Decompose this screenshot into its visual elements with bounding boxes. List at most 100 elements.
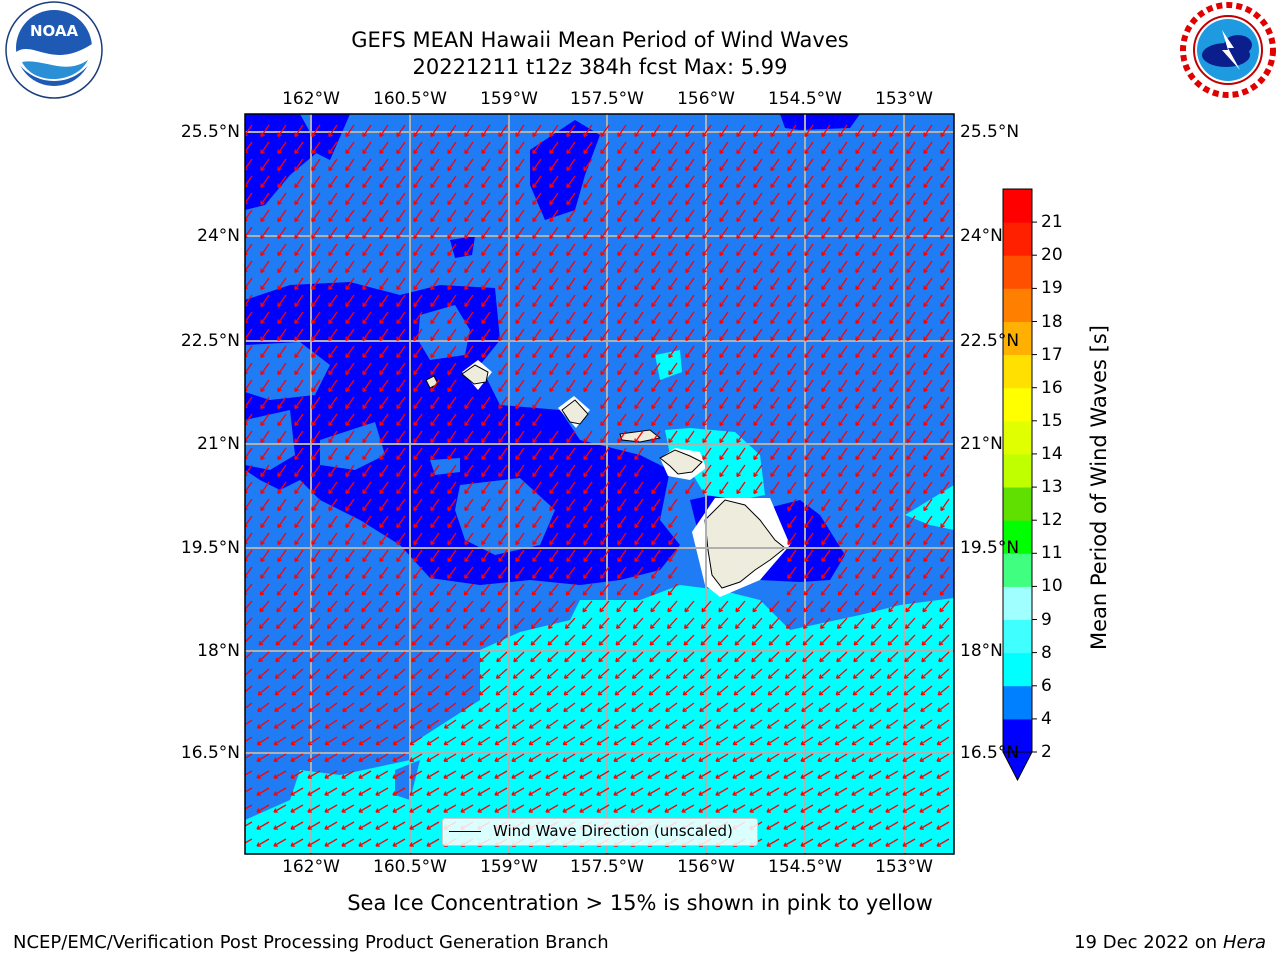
wave-direction-arrow [311,481,321,495]
wave-direction-arrow [549,192,559,206]
wave-direction-arrow [668,345,678,359]
wave-direction-arrow [885,736,899,746]
wave-direction-arrow [702,481,712,495]
wave-direction-arrow [481,175,491,189]
colorbar-tick-label: 18 [1041,311,1063,332]
wave-direction-arrow [277,243,287,257]
wave-direction-arrow [647,736,661,746]
wave-direction-arrow [276,600,287,613]
wave-direction-arrow [464,209,474,223]
wave-direction-arrow [753,447,763,461]
wave-direction-arrow [515,328,525,342]
wave-direction-arrow [868,821,882,830]
kauai-island [461,364,489,385]
wave-direction-arrow [260,447,270,461]
wave-direction-arrow [328,532,338,546]
wave-direction-arrow [245,719,253,726]
wave-direction-arrow [443,804,457,813]
wave-direction-arrow [923,209,933,223]
wave-direction-arrow [566,311,576,325]
wave-direction-arrow [617,158,627,172]
wave-direction-arrow [562,804,576,813]
wave-direction-arrow [498,192,508,206]
wave-direction-arrow [311,311,321,325]
wave-direction-arrow [651,515,661,529]
wave-direction-arrow [736,396,746,410]
wave-direction-arrow [630,804,644,813]
noaa-logo-text: NOAA [30,22,79,40]
wave-direction-arrow [668,141,678,155]
wave-direction-arrow [277,158,287,172]
wave-direction-arrow [870,634,882,646]
colorbar-segment [1003,718,1032,753]
wave-direction-arrow [379,532,389,546]
wave-direction-arrow [838,447,848,461]
wave-direction-arrow [685,226,695,240]
wave-direction-arrow [753,345,763,359]
wave-direction-arrow [358,821,372,830]
wave-direction-arrow [838,481,848,495]
wave-direction-arrow [838,549,848,563]
wave-direction-arrow [821,566,831,579]
wave-direction-arrow [583,311,593,325]
wave-direction-arrow [719,158,729,172]
wave-direction-arrow [477,736,491,746]
wave-direction-arrow [515,345,525,359]
short-period-region [450,236,475,258]
wave-direction-arrow [260,158,270,172]
wave-direction-arrow [477,804,491,813]
wave-direction-arrow [328,243,338,257]
wave-direction-arrow [396,124,406,138]
wave-direction-arrow [430,498,440,512]
wave-direction-arrow [937,685,950,696]
wave-direction-arrow [923,277,933,291]
wave-direction-arrow [872,328,882,342]
wave-direction-arrow [583,430,593,444]
wave-direction-arrow [889,515,899,529]
wave-direction-arrow [426,719,440,729]
wave-direction-arrow [906,464,916,478]
wave-direction-arrow [668,396,678,410]
wave-direction-arrow [294,175,304,189]
wave-direction-arrow [617,243,627,257]
wave-direction-arrow [260,498,270,512]
wave-direction-arrow [668,124,678,138]
lon-tick-top: 162°W [282,89,340,109]
wave-direction-arrow [821,226,831,240]
wave-direction-arrow [413,294,423,308]
wave-direction-arrow [427,668,440,679]
wave-direction-arrow [328,192,338,206]
wave-direction-arrow [838,379,848,393]
wave-direction-arrow [464,277,474,291]
wave-direction-arrow [307,804,321,813]
wave-direction-arrow [651,311,661,325]
wave-direction-arrow [868,736,882,746]
wave-direction-arrow [634,498,644,512]
wave-direction-arrow [277,345,287,359]
wave-direction-arrow [277,549,287,563]
wave-direction-arrow [496,651,508,663]
wave-direction-arrow [579,787,593,796]
wave-direction-arrow [430,549,440,563]
wave-direction-arrow [919,804,933,813]
wave-direction-arrow [392,787,406,796]
wave-direction-arrow [818,668,831,679]
wave-direction-arrow [343,651,355,663]
wave-direction-arrow [342,668,355,679]
wave-direction-arrow [668,566,678,579]
wave-direction-arrow [511,753,525,762]
wave-direction-arrow [634,362,644,376]
wave-direction-arrow [923,124,933,138]
colorbar-segment [1003,619,1032,654]
wave-direction-arrow [413,532,423,546]
wave-direction-arrow [345,141,355,155]
wave-direction-arrow [682,702,695,713]
wave-direction-arrow [804,328,814,342]
wave-direction-arrow [396,294,406,308]
wave-direction-arrow [868,770,882,779]
wave-direction-arrow [345,124,355,138]
wave-direction-arrow [783,719,797,729]
wave-direction-arrow [803,600,814,613]
wave-direction-arrow [617,311,627,325]
wave-direction-arrow [770,447,780,461]
